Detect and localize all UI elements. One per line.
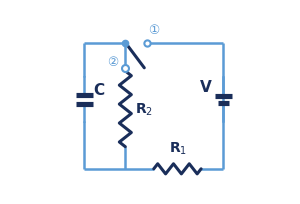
Text: R$_2$: R$_2$ (135, 101, 153, 118)
Text: V: V (200, 80, 211, 95)
Text: C: C (93, 83, 104, 98)
Text: ②: ② (107, 56, 118, 69)
Text: ①: ① (148, 24, 159, 37)
Text: R$_1$: R$_1$ (169, 140, 187, 156)
